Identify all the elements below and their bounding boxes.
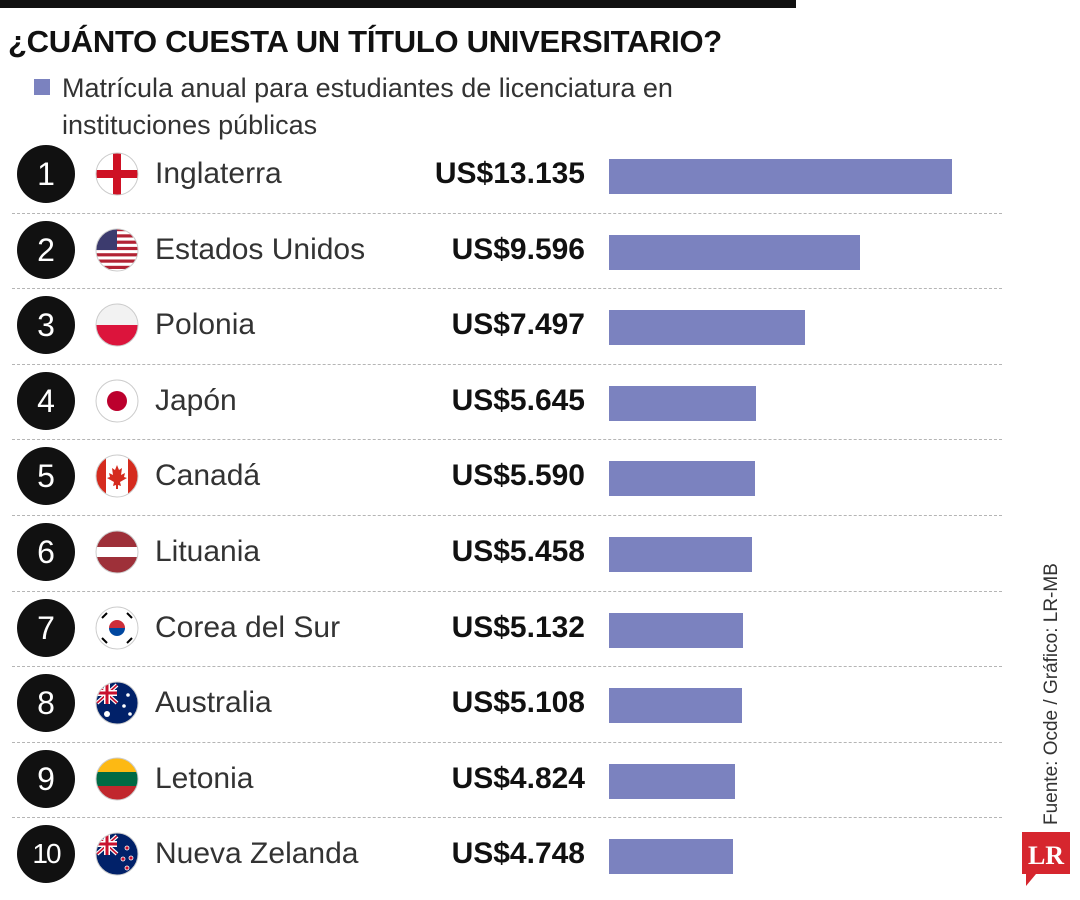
bar-row: 7 Corea del Sur US$5.132 bbox=[0, 590, 1010, 666]
bar-row: 3 Polonia US$7.497 bbox=[0, 288, 1010, 363]
bar bbox=[609, 839, 733, 875]
value-label: US$13.135 bbox=[434, 157, 585, 190]
lithuania-flag-icon bbox=[95, 530, 139, 574]
rank-badge: 6 bbox=[17, 523, 75, 581]
bar bbox=[609, 461, 755, 497]
row-separator bbox=[12, 363, 1002, 365]
australia-flag-icon bbox=[95, 681, 139, 725]
category-label: Canadá bbox=[155, 459, 261, 493]
bar bbox=[609, 159, 952, 194]
row-separator bbox=[12, 817, 1002, 819]
value-label: US$5.458 bbox=[451, 535, 585, 568]
category-label: Letonia bbox=[155, 761, 254, 795]
category-label: Nueva Zelanda bbox=[155, 837, 359, 871]
rank-badge: 5 bbox=[17, 447, 75, 506]
rank-badge: 10 bbox=[17, 825, 75, 884]
source-credit: Fuente: Ocde / Gráfico: LR-MB bbox=[1041, 563, 1062, 825]
south-korea-flag-icon bbox=[95, 606, 139, 650]
bar bbox=[609, 688, 743, 724]
legend-label: Matrícula anual para estudiantes de lice… bbox=[62, 73, 673, 140]
lr-logo-icon: LR bbox=[1022, 832, 1070, 886]
bar bbox=[609, 310, 805, 346]
logo-text: LR bbox=[1028, 841, 1064, 870]
bar bbox=[609, 612, 743, 648]
rank-badge: 4 bbox=[17, 371, 75, 430]
rank-badge: 7 bbox=[17, 598, 75, 657]
row-separator bbox=[12, 212, 1002, 214]
category-label: Corea del Sur bbox=[155, 610, 341, 644]
bar-chart: 1 Inglaterra US$13.135 2 Estados Unidos US$9.… bbox=[0, 137, 1010, 892]
bar bbox=[609, 234, 860, 270]
category-label: Australia bbox=[155, 686, 272, 720]
value-label: US$4.748 bbox=[451, 837, 585, 871]
canada-flag-icon bbox=[95, 454, 139, 498]
rank-badge: 2 bbox=[17, 220, 75, 279]
bar bbox=[609, 763, 735, 799]
category-label: Inglaterra bbox=[155, 157, 282, 190]
bar-row: 2 Estados Unidos US$9.596 bbox=[0, 212, 1010, 288]
poland-flag-icon bbox=[95, 303, 139, 347]
bar-row: 6 Lituania US$5.458 bbox=[0, 515, 1010, 590]
rank-badge: 8 bbox=[17, 674, 75, 733]
value-label: US$7.497 bbox=[451, 308, 585, 342]
value-label: US$9.596 bbox=[451, 232, 585, 266]
rank-badge: 1 bbox=[17, 145, 75, 203]
rank-badge: 3 bbox=[17, 296, 75, 355]
rank-badge: 9 bbox=[17, 749, 75, 808]
latvia-flag-icon bbox=[95, 757, 139, 801]
value-label: US$5.645 bbox=[451, 383, 585, 417]
bar-row: 1 Inglaterra US$13.135 bbox=[0, 137, 1010, 212]
value-label: US$4.824 bbox=[451, 761, 585, 795]
bar bbox=[609, 385, 757, 421]
value-label: US$5.132 bbox=[451, 610, 585, 644]
row-separator bbox=[12, 590, 1002, 592]
bar-row: 9 Letonia US$4.824 bbox=[0, 741, 1010, 817]
japan-flag-icon bbox=[95, 379, 139, 423]
bar-row: 8 Australia US$5.108 bbox=[0, 666, 1010, 741]
usa-flag-icon bbox=[95, 228, 139, 272]
category-label: Lituania bbox=[155, 535, 261, 568]
bar-row: 4 Japón US$5.645 bbox=[0, 363, 1010, 439]
category-label: Japón bbox=[155, 383, 237, 417]
row-separator bbox=[12, 741, 1002, 743]
bar-row: 5 Canadá US$5.590 bbox=[0, 439, 1010, 514]
chart-title: ¿CUÁNTO CUESTA UN TÍTULO UNIVERSITARIO? bbox=[8, 24, 722, 59]
category-label: Polonia bbox=[155, 308, 256, 342]
value-label: US$5.108 bbox=[451, 686, 585, 720]
bar-row: 10 Nueva Zelanda US$4.748 bbox=[0, 817, 1010, 892]
top-rule bbox=[0, 0, 796, 8]
value-label: US$5.590 bbox=[451, 459, 585, 493]
row-separator bbox=[12, 515, 1002, 516]
row-separator bbox=[12, 666, 1002, 668]
new-zealand-flag-icon bbox=[95, 832, 139, 876]
england-flag-icon bbox=[95, 152, 139, 196]
row-separator bbox=[12, 288, 1002, 290]
legend-swatch bbox=[34, 79, 50, 95]
row-separator bbox=[12, 439, 1002, 441]
category-label: Estados Unidos bbox=[155, 232, 366, 266]
bar bbox=[609, 537, 752, 572]
